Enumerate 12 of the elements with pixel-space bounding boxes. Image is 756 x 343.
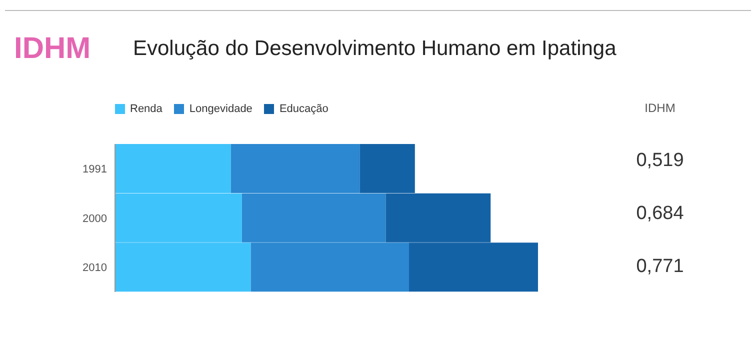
text: 0,771 (635, 256, 685, 278)
text: 0,519 (635, 150, 685, 172)
y-tick-label: 2010 (82, 262, 107, 274)
y-tick-label: 2000 (82, 212, 107, 225)
legend-label: Educação (279, 103, 328, 115)
y-tick-label: 1991 (82, 164, 107, 176)
text: 0,684 (635, 203, 685, 225)
text: IDHM (14, 32, 91, 65)
chart-title: Evolução do Desenvolvimento Humano em Ipatinga (133, 36, 616, 62)
legend-label: Longevidade (189, 103, 252, 115)
legend-label: Renda (130, 103, 162, 115)
text: IDHM (644, 101, 676, 115)
